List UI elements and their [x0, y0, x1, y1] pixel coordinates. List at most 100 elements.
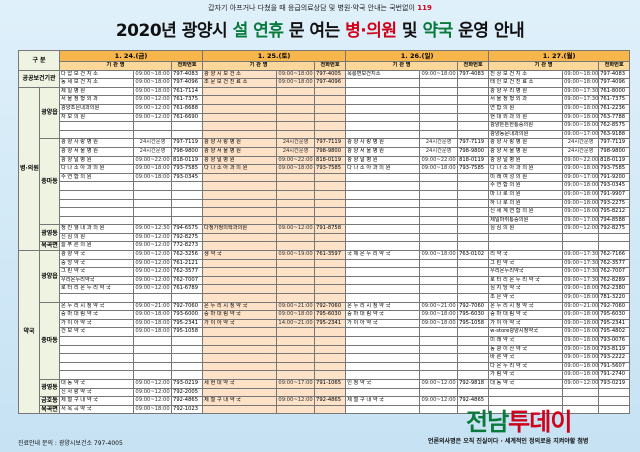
phone-number: 797-7119 — [457, 138, 490, 148]
phone-number: 792-7060 — [598, 301, 631, 312]
title-part-clinic: 병·의원 — [345, 21, 397, 41]
phone-number — [457, 267, 490, 277]
phone-number: 772-8273 — [171, 241, 204, 252]
phone-number: 792-7060 — [314, 301, 347, 312]
opening-hours — [133, 361, 173, 372]
institution-name — [345, 121, 421, 131]
phone-number — [457, 387, 490, 398]
institution-name: 신 심 의 원 — [59, 232, 135, 243]
phone-number: 795-2341 — [314, 318, 347, 329]
opening-hours: 09:00~22:00 — [276, 155, 316, 166]
area-cell: 광양읍 — [38, 86, 61, 140]
institution-name: 대 동 약 국 — [488, 378, 564, 389]
phone-number: 793-0076 — [598, 336, 631, 346]
phone-number: 791-2740 — [598, 370, 631, 380]
opening-hours — [133, 207, 173, 217]
institution-name: 연 합 의 원 — [488, 103, 564, 114]
phone-number: 792-4865 — [171, 396, 204, 406]
phone-number: 797-4005 — [314, 69, 347, 80]
logo-part-b: 투데이 — [508, 408, 572, 436]
opening-hours — [133, 336, 173, 346]
opening-hours — [133, 370, 173, 380]
opening-hours: 09:00~18:00 — [276, 69, 316, 80]
phone-number: 797-4096 — [314, 78, 347, 88]
phone-number — [314, 129, 347, 140]
table-row: 건 보 약 국 09:00~18:00 795-1058 w-store광양시청약국 0… — [19, 327, 631, 337]
opening-hours — [419, 207, 459, 217]
institution-name — [202, 103, 278, 114]
opening-hours: 09:00~18:00 — [562, 293, 600, 303]
institution-name: 중 마 대 림 약 국 — [488, 310, 564, 320]
phone-number — [457, 353, 490, 363]
institution-name: 옥룡면보건지소 — [345, 69, 421, 80]
institution-name — [59, 344, 135, 355]
opening-hours — [419, 95, 459, 105]
opening-hours — [419, 121, 459, 131]
phone-number: 793-7585 — [457, 164, 490, 174]
phone-number: 793-7585 — [598, 164, 631, 174]
opening-hours — [133, 344, 173, 355]
phone-number — [598, 404, 631, 415]
table-row: 조 은 약 국 09:00~18:00 781-3220 — [19, 293, 631, 303]
phone-number: 761-7375 — [171, 95, 204, 105]
opening-hours — [133, 353, 173, 363]
area-cell: 금호동 — [38, 396, 61, 406]
opening-hours: 09:00~18:00 — [562, 198, 600, 209]
institution-name: 마 나 로 의 원 — [488, 189, 564, 200]
opening-hours — [276, 121, 316, 131]
phone-number: 761-2236 — [598, 103, 631, 114]
phone-number — [314, 198, 347, 209]
phone-number — [598, 396, 631, 406]
institution-name — [345, 353, 421, 363]
phone-number — [314, 327, 347, 337]
phone-number: 795-4802 — [598, 327, 631, 337]
opening-hours: 09:00~12:00 — [133, 396, 173, 406]
phone-number: 818-0119 — [171, 155, 204, 166]
institution-name — [59, 198, 135, 209]
phone-number: 793-8119 — [598, 344, 631, 355]
title-part-year: 2020년 광양시 — [115, 21, 228, 41]
sub-header-name: 기 관 명 — [59, 61, 173, 71]
phone-number — [457, 189, 490, 200]
table-row: 그 린 약 국 09:00~12:00 762-3577 우리온누리약국 09:00~1… — [19, 267, 631, 277]
table-row: 자 모 의 원 09:00~12:00 761-6690 현 대 외 과 의 원 09:… — [19, 112, 631, 123]
institution-name: 동 광 이 산 약 국 — [488, 344, 564, 355]
opening-hours: 09:00~21:00 — [276, 301, 316, 312]
opening-hours: 09:00~21:00 — [562, 301, 600, 312]
institution-name: 온 누 리 시 청 약 국 — [202, 301, 278, 312]
institution-name — [59, 181, 135, 191]
phone-number: 818-0119 — [598, 155, 631, 166]
phone-number: 795-2341 — [598, 318, 631, 329]
opening-hours: 09:00~18:00 — [133, 164, 173, 174]
phone-number — [457, 129, 490, 140]
logo-part-a: 전남 — [466, 408, 509, 436]
phone-number: 797-4083 — [171, 69, 204, 80]
institution-name — [345, 336, 421, 346]
phone-number: 762-8575 — [598, 121, 631, 131]
opening-hours — [419, 103, 459, 114]
institution-name — [345, 181, 421, 191]
institution-name — [345, 361, 421, 372]
institution-name: 광 양 약 국 — [59, 250, 135, 260]
phone-number — [314, 103, 347, 114]
phone-number — [314, 86, 347, 97]
opening-hours — [419, 267, 459, 277]
phone-number: 797-4083 — [457, 69, 490, 80]
table-row: 가 이 아 약 국 09:00~18:00 795-2341 가 이 아 약 국 14:… — [19, 318, 631, 329]
institution-name — [345, 103, 421, 114]
phone-number: 791-5607 — [598, 361, 631, 372]
phone-number — [314, 353, 347, 363]
institution-name — [345, 404, 421, 415]
institution-name — [59, 189, 135, 200]
phone-number — [314, 336, 347, 346]
institution-name: 광 양 사 랑 병 원 — [59, 138, 135, 148]
opening-hours: 24시간운영 — [133, 138, 173, 148]
phone-number — [457, 112, 490, 123]
opening-hours: 24시간운영 — [562, 138, 600, 148]
opening-hours — [276, 370, 316, 380]
opening-hours: 24시간운영 — [562, 146, 600, 157]
opening-hours: 09:00~18:00 — [562, 344, 600, 355]
phone-number — [598, 241, 631, 252]
table-row: 중 앙 약 국 09:00~12:00 761-2121 그 린 약 국 09:00~1… — [19, 258, 631, 269]
